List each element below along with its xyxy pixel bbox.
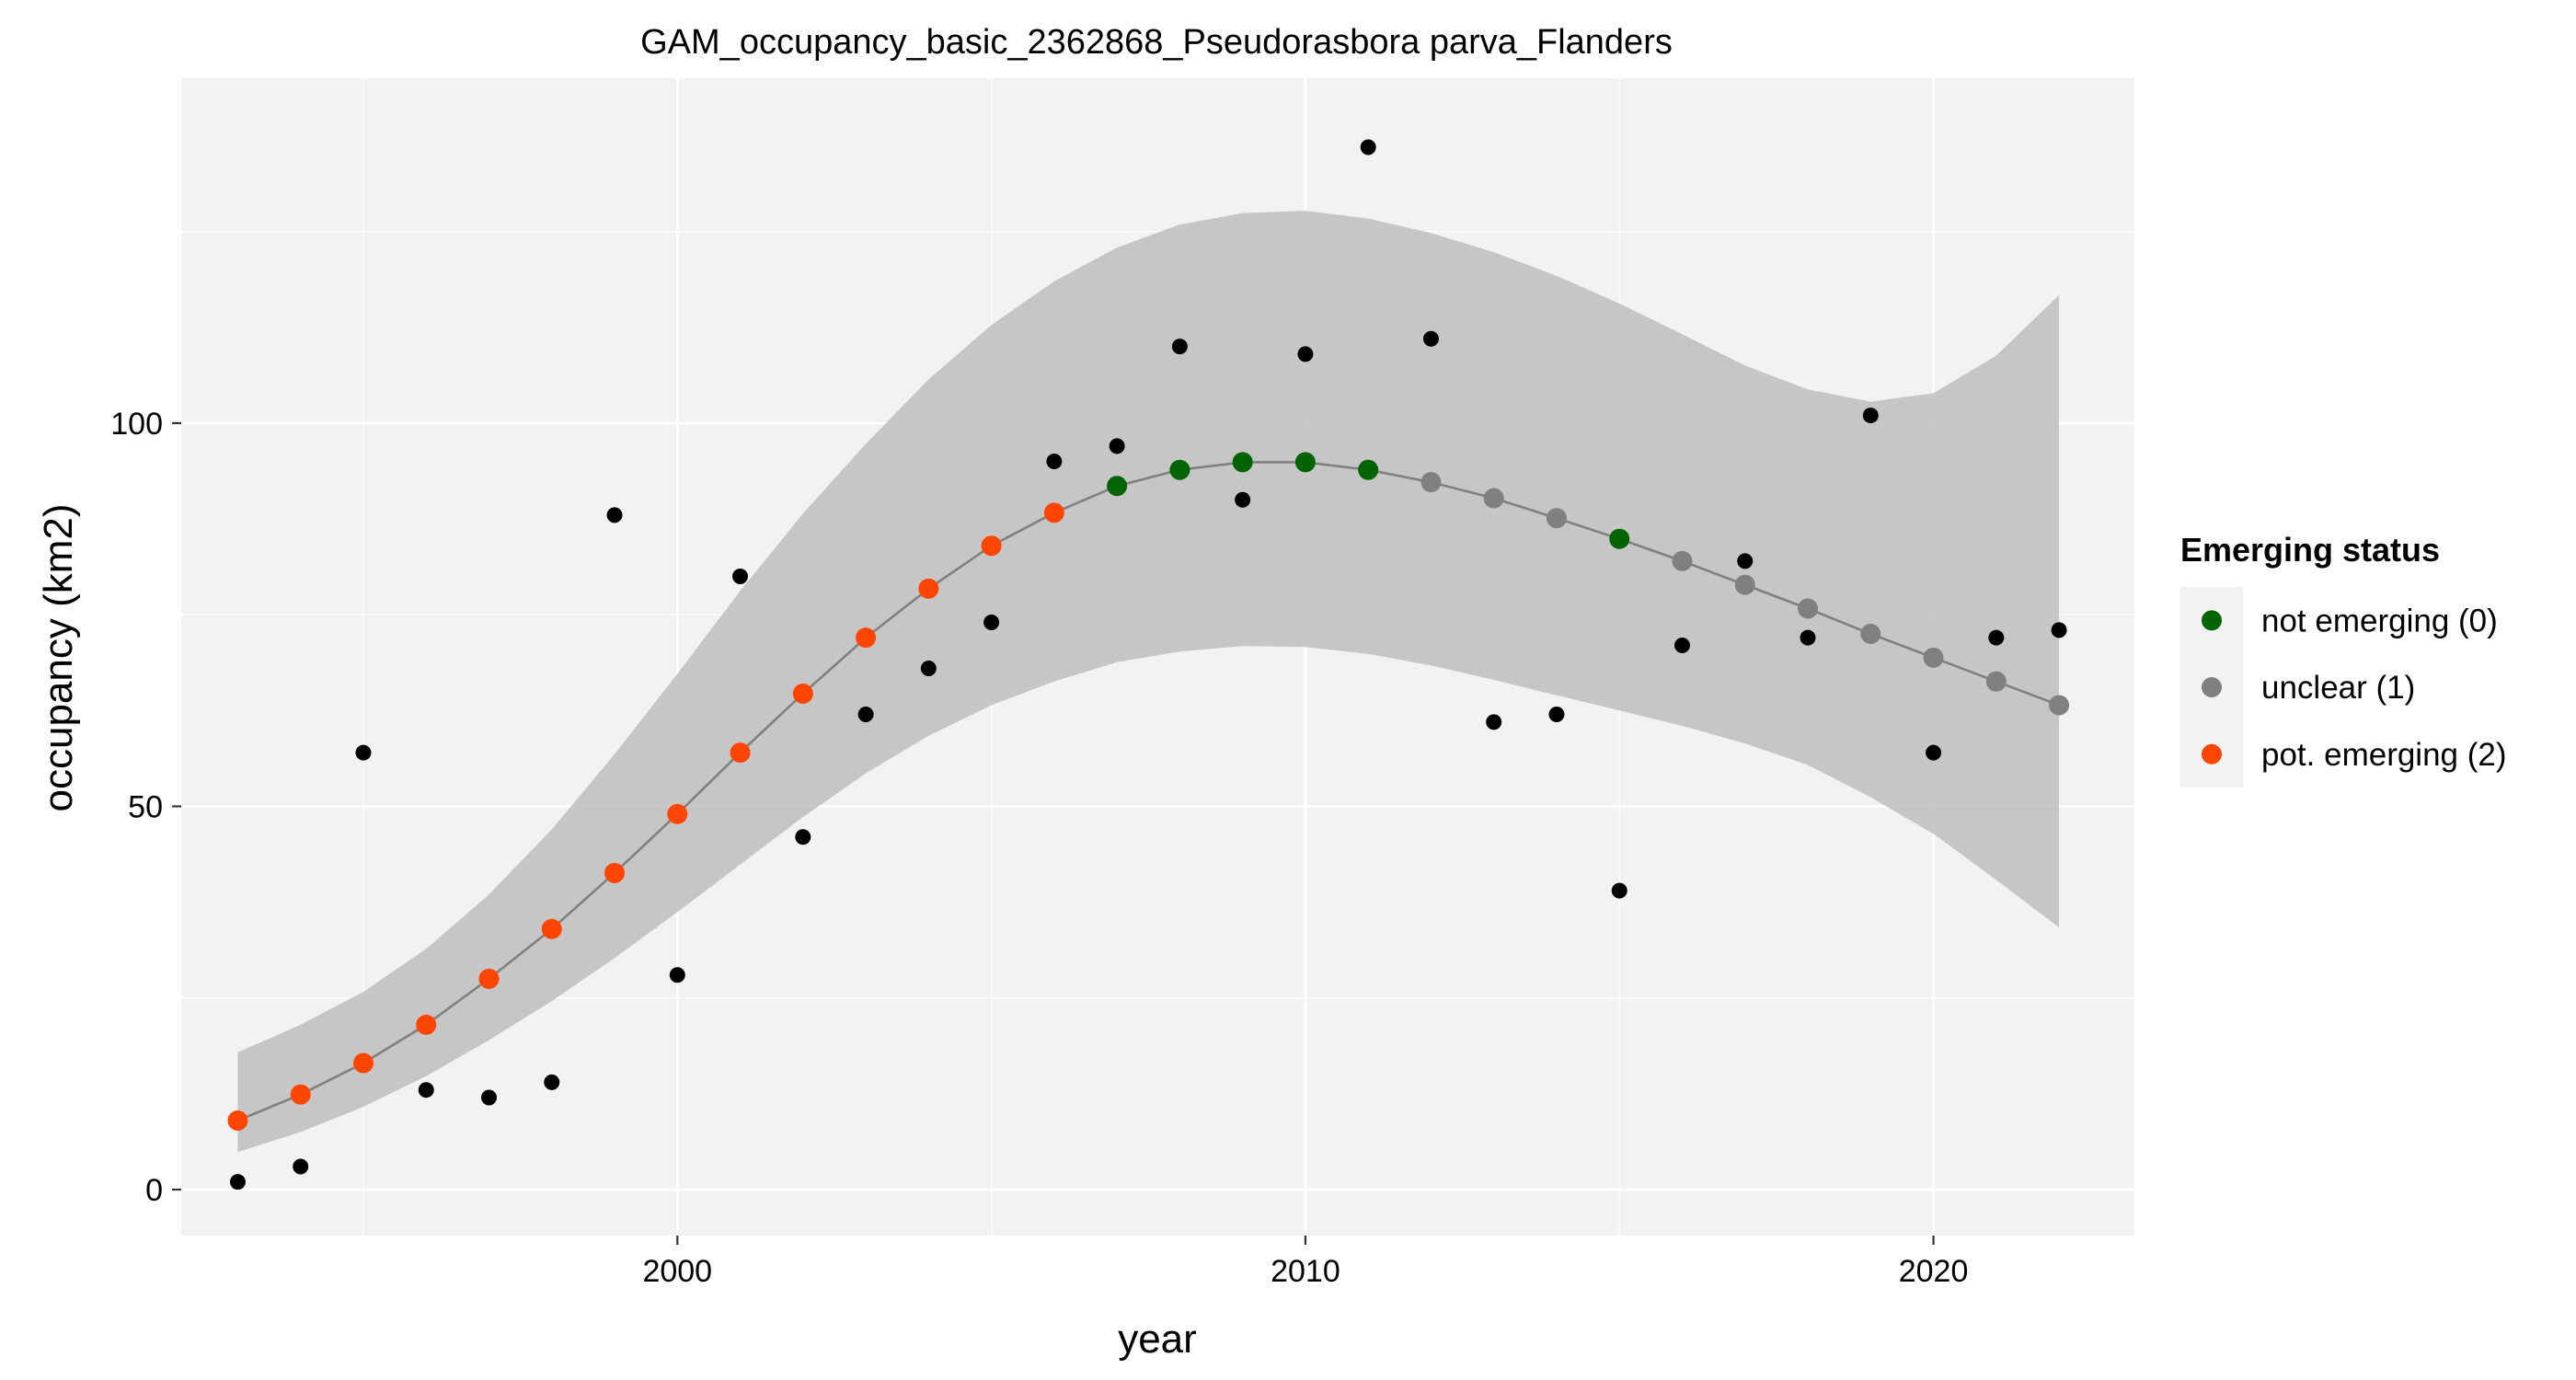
fitted-point bbox=[792, 683, 813, 704]
fitted-point bbox=[227, 1110, 248, 1132]
observed-point bbox=[1674, 638, 1691, 654]
observed-point bbox=[606, 507, 623, 523]
observed-point bbox=[1109, 438, 1125, 454]
x-tick-label: 2010 bbox=[1271, 1254, 1340, 1289]
fitted-points-layer bbox=[227, 452, 2070, 1132]
legend-key bbox=[2202, 677, 2222, 698]
observed-point bbox=[229, 1174, 246, 1190]
fitted-point bbox=[416, 1014, 437, 1035]
fitted-line-layer bbox=[236, 461, 2060, 1122]
legend-entries: not emerging (0) unclear (1) pot. emerging… bbox=[2202, 603, 2507, 773]
observed-point bbox=[1988, 629, 2005, 646]
observed-point bbox=[732, 569, 749, 585]
observed-point bbox=[1926, 744, 1942, 761]
legend: Emerging status not emerging (0) unclear … bbox=[2180, 531, 2507, 788]
fitted-line bbox=[236, 461, 2060, 1122]
fitted-point bbox=[1860, 624, 1881, 645]
fitted-point bbox=[1672, 550, 1693, 571]
legend-label: unclear (1) bbox=[2261, 670, 2415, 706]
observed-point bbox=[1360, 139, 1376, 155]
fitted-point bbox=[667, 803, 688, 824]
fitted-point bbox=[1609, 528, 1630, 549]
observed-point bbox=[1737, 553, 1754, 569]
y-axis-title: occupancy (km2) bbox=[36, 503, 81, 811]
observed-point bbox=[795, 829, 811, 845]
x-tick-label: 2020 bbox=[1899, 1254, 1969, 1289]
observed-point bbox=[857, 706, 874, 722]
observed-point bbox=[1171, 339, 1188, 355]
legend-label: pot. emerging (2) bbox=[2261, 737, 2507, 773]
legend-label: not emerging (0) bbox=[2261, 603, 2498, 638]
observed-points-layer bbox=[229, 139, 2067, 1190]
fitted-point bbox=[918, 578, 939, 599]
observed-point bbox=[1611, 882, 1627, 899]
observed-point bbox=[355, 744, 372, 761]
observed-point bbox=[1235, 491, 1251, 508]
observed-point bbox=[480, 1089, 497, 1106]
fitted-point bbox=[981, 535, 1002, 557]
legend-key bbox=[2202, 743, 2222, 765]
fitted-point bbox=[352, 1052, 374, 1074]
y-tick-label: 100 bbox=[110, 407, 163, 442]
fitted-point bbox=[1734, 574, 1755, 595]
observed-point bbox=[1548, 706, 1565, 722]
observed-point bbox=[1046, 454, 1063, 470]
fitted-point bbox=[1483, 488, 1504, 509]
chart-title: GAM_occupancy_basic_2362868_Pseudorasbor… bbox=[640, 23, 1673, 62]
fitted-point bbox=[1546, 508, 1567, 529]
fitted-point bbox=[1985, 671, 2007, 692]
fitted-point bbox=[1043, 502, 1064, 523]
y-tick-label: 50 bbox=[128, 789, 163, 824]
observed-point bbox=[2051, 622, 2067, 638]
fitted-point bbox=[290, 1084, 311, 1105]
observed-point bbox=[1800, 629, 1816, 646]
fitted-point bbox=[1358, 459, 1379, 480]
fitted-point bbox=[1107, 476, 1128, 497]
fitted-point bbox=[604, 862, 626, 883]
x-tick-label: 2000 bbox=[642, 1254, 712, 1289]
observed-point bbox=[920, 660, 937, 676]
fitted-point bbox=[1169, 459, 1190, 480]
y-tick-label: 0 bbox=[145, 1173, 163, 1208]
observed-point bbox=[1486, 714, 1502, 730]
observed-point bbox=[1297, 346, 1314, 362]
legend-title: Emerging status bbox=[2180, 531, 2440, 569]
fitted-point bbox=[541, 918, 562, 939]
observed-point bbox=[544, 1074, 560, 1090]
axes: 2000 2010 2020 0 50 100 bbox=[110, 407, 1968, 1289]
fitted-point bbox=[856, 627, 877, 649]
fitted-point bbox=[2049, 695, 2070, 716]
observed-point bbox=[293, 1158, 309, 1175]
fitted-point bbox=[1232, 452, 1253, 473]
fitted-point bbox=[1294, 452, 1316, 473]
observed-point bbox=[1422, 330, 1439, 347]
fitted-point bbox=[1923, 647, 1944, 668]
confidence-ribbon-layer bbox=[237, 211, 2060, 1153]
x-axis-title: year bbox=[1118, 1317, 1197, 1362]
observed-point bbox=[669, 967, 685, 983]
fitted-point bbox=[1420, 472, 1442, 493]
observed-point bbox=[983, 615, 1000, 631]
fitted-point bbox=[478, 968, 500, 989]
observed-point bbox=[1862, 408, 1879, 424]
confidence-ribbon bbox=[237, 211, 2060, 1153]
observed-point bbox=[418, 1082, 434, 1098]
legend-key bbox=[2202, 610, 2222, 631]
fitted-point bbox=[1798, 598, 1819, 619]
fitted-point bbox=[730, 742, 751, 764]
